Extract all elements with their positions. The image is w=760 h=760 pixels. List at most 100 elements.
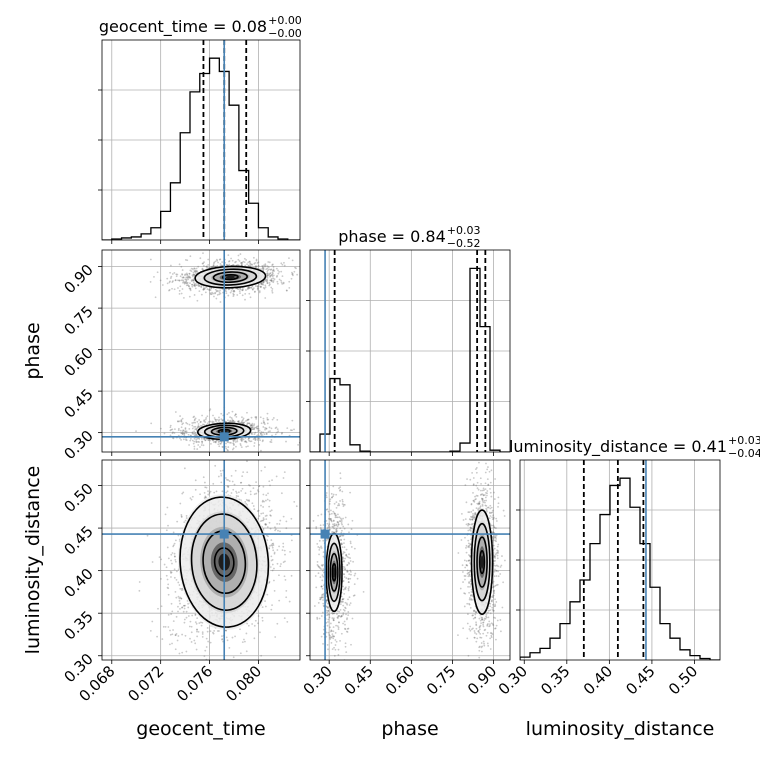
sample-point (346, 627, 349, 630)
sample-point (244, 440, 247, 443)
sample-point (190, 625, 193, 628)
sample-point (196, 270, 198, 272)
sample-point (201, 440, 203, 443)
sample-point (191, 422, 194, 424)
sample-point (225, 292, 228, 295)
sample-point (269, 440, 272, 443)
sample-point (273, 579, 275, 582)
sample-point (258, 443, 261, 446)
sample-point (344, 588, 347, 590)
sample-point (173, 432, 176, 434)
sample-point (228, 441, 231, 444)
sample-point (214, 291, 217, 294)
sample-point (221, 638, 223, 641)
sample-point (334, 639, 337, 641)
sample-point (241, 422, 244, 425)
sample-point (266, 272, 269, 275)
sample-point (208, 420, 210, 423)
sample-point (221, 635, 223, 638)
sample-point (203, 437, 206, 440)
sample-point (346, 570, 349, 573)
sample-point (211, 421, 214, 424)
sample-point (184, 427, 187, 429)
sample-point (234, 413, 237, 416)
sample-point (337, 614, 340, 617)
sample-point (341, 534, 344, 537)
sample-point (242, 438, 245, 441)
sample-point (191, 424, 194, 427)
sample-point (233, 293, 235, 296)
sample-point (192, 268, 194, 270)
sample-point (211, 420, 214, 423)
sample-point (285, 289, 288, 292)
sample-point (259, 520, 262, 523)
sample-point (198, 425, 200, 428)
sample-point (216, 259, 219, 262)
sample-point (262, 519, 265, 522)
sample-point (182, 296, 185, 299)
sample-point (326, 606, 329, 609)
sample-point (238, 260, 241, 262)
sample-point (338, 520, 341, 523)
sample-point (316, 273, 318, 275)
sample-point (266, 422, 269, 425)
sample-point (243, 440, 246, 443)
sample-point (347, 587, 350, 590)
sample-point (277, 529, 279, 532)
sample-point (207, 263, 210, 266)
sample-point (265, 523, 268, 526)
sample-point (240, 262, 243, 265)
histogram-phase (310, 267, 510, 452)
sample-point (193, 437, 196, 440)
sample-point (257, 622, 259, 625)
sample-point (320, 547, 323, 549)
sample-point (237, 264, 240, 267)
sample-point (326, 605, 328, 608)
sample-point (204, 287, 206, 289)
sample-point (193, 284, 195, 287)
sample-point (182, 610, 185, 613)
sample-point (178, 599, 181, 602)
sample-point (202, 437, 205, 440)
sample-point (319, 576, 322, 579)
sample-point (272, 544, 275, 546)
sample-point (273, 590, 276, 592)
sample-point (180, 515, 183, 518)
sample-point (337, 523, 340, 526)
sample-point (268, 284, 271, 287)
sample-point (230, 492, 233, 494)
truth-marker (219, 432, 229, 442)
sample-point (261, 433, 263, 436)
sample-point (226, 440, 229, 443)
sample-point (196, 628, 198, 631)
sample-point (221, 419, 224, 422)
sample-point (202, 423, 204, 426)
sample-point (260, 422, 263, 425)
sample-point (262, 517, 265, 519)
sample-point (254, 619, 257, 622)
sample-point (194, 434, 197, 437)
sample-point (197, 444, 200, 446)
sample-point (195, 434, 198, 437)
sample-point (246, 418, 249, 421)
sample-point (202, 287, 205, 290)
sample-point (208, 492, 211, 494)
sample-point (183, 434, 186, 437)
sample-point (178, 584, 181, 586)
sample-point (202, 252, 204, 255)
sample-point (256, 287, 259, 290)
sample-point (190, 279, 193, 282)
sample-point (268, 268, 270, 271)
sample-point (259, 631, 261, 634)
contour-line (190, 513, 258, 611)
sample-point (191, 285, 194, 288)
sample-point (172, 437, 175, 440)
sample-point (204, 421, 207, 423)
sample-point (247, 261, 250, 264)
sample-point (333, 654, 336, 657)
sample-point (339, 608, 342, 611)
sample-point (178, 597, 181, 600)
sample-point (253, 428, 256, 431)
sample-point (226, 448, 229, 451)
sample-point (205, 265, 208, 268)
